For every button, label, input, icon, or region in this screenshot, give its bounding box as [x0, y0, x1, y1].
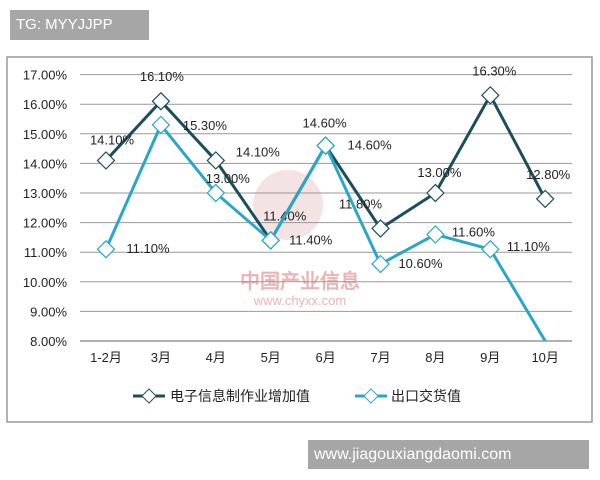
data-label: 14.10%: [236, 144, 281, 159]
y-tick-label: 10.00%: [23, 275, 68, 290]
data-point: [151, 91, 171, 111]
x-tick-label: 1-2月: [90, 350, 122, 365]
x-tick-label: 4月: [206, 350, 226, 365]
legend-marker: [363, 388, 379, 404]
data-point: [206, 183, 226, 203]
data-point: [480, 239, 500, 259]
x-tick-label: 7月: [370, 350, 390, 365]
data-label: 15.30%: [183, 118, 228, 133]
x-tick-label: 8月: [425, 350, 445, 365]
data-label: 12.80%: [526, 167, 571, 182]
watermark-name: 中国产业信息: [240, 269, 360, 293]
data-point: [371, 219, 390, 238]
data-label: 14.60%: [303, 116, 348, 131]
data-label: 14.10%: [90, 132, 135, 147]
y-tick-label: 17.00%: [23, 68, 68, 83]
legend-label: 出口交货值: [391, 388, 461, 404]
data-point: [371, 254, 390, 274]
data-label: 10.60%: [398, 256, 443, 271]
y-tick-label: 8.00%: [30, 334, 67, 349]
data-label: 14.60%: [348, 138, 393, 153]
footer-tag: www.jiagouxiangdaomi.com: [308, 440, 589, 469]
data-point: [96, 239, 116, 259]
data-point: [426, 225, 445, 244]
data-point: [316, 136, 335, 155]
y-tick-label: 15.00%: [23, 127, 68, 142]
x-tick-label: 9月: [480, 350, 500, 365]
data-point: [426, 183, 445, 203]
x-tick-label: 3月: [151, 350, 171, 365]
data-label: 13.00%: [417, 165, 462, 180]
y-tick-label: 9.00%: [30, 304, 67, 319]
legend-marker: [141, 388, 157, 404]
data-label: 13.00%: [206, 171, 251, 186]
chart-frame: [6, 56, 593, 423]
header-tag: TG: MYYJJPP: [10, 10, 149, 40]
data-point: [480, 85, 500, 105]
data-label: 11.40%: [289, 232, 333, 247]
data-label: 11.10%: [507, 239, 551, 254]
y-tick-label: 12.00%: [23, 216, 68, 231]
x-tick-label: 10月: [531, 350, 558, 365]
data-point: [151, 115, 171, 135]
watermark-url: www.chyxx.com: [253, 293, 346, 308]
data-point: [535, 189, 555, 209]
y-tick-label: 14.00%: [23, 156, 68, 171]
data-label: 16.10%: [140, 69, 185, 84]
x-tick-label: 5月: [261, 350, 281, 365]
y-tick-label: 11.00%: [24, 245, 68, 260]
data-point: [206, 151, 226, 170]
data-point: [96, 151, 116, 170]
data-label: 11.10%: [126, 241, 170, 256]
data-point: [261, 231, 281, 250]
data-label: 11.60%: [452, 224, 496, 239]
legend-label: 电子信息制作业增加值: [170, 388, 310, 404]
y-tick-label: 13.00%: [23, 186, 68, 201]
data-label: 16.30%: [472, 63, 517, 78]
x-tick-label: 6月: [315, 350, 335, 365]
data-label: 11.80%: [339, 197, 383, 212]
y-tick-label: 16.00%: [23, 97, 68, 112]
